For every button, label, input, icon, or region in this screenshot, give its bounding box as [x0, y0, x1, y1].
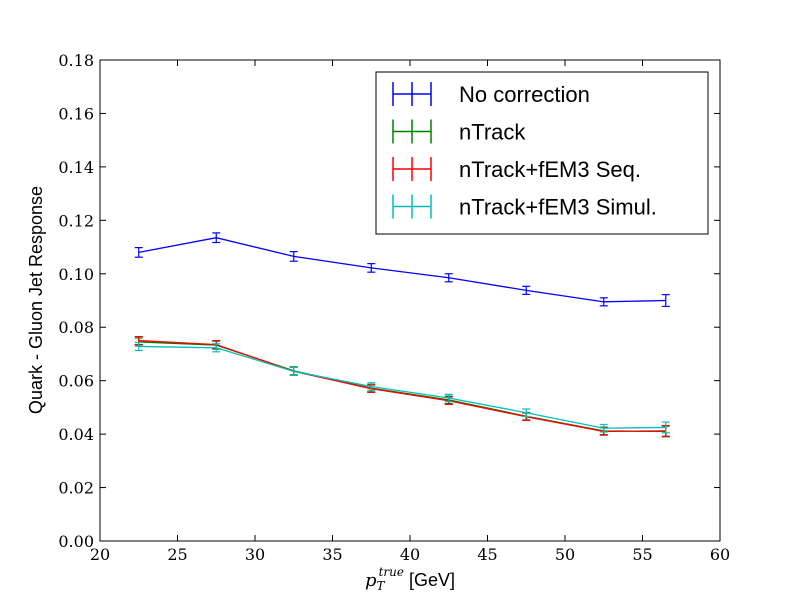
- x-tick-label: 30: [245, 545, 265, 564]
- series-line: [138, 339, 666, 433]
- x-tick-label: 60: [710, 545, 730, 564]
- series-group: [134, 232, 670, 307]
- y-tick-label: 0.00: [58, 532, 94, 551]
- x-tick-label: 45: [477, 545, 497, 564]
- legend-label: nTrack+fEM3 Seq.: [459, 157, 641, 182]
- ticks-layer: 20 25 30 35 40 45 50 55 60 0.00 0.02 0.04 0.06 0.08 0.…: [58, 51, 730, 564]
- x-axis-label-prefix: p: [365, 570, 377, 591]
- x-tick-label: 50: [555, 545, 575, 564]
- y-tick-label: 0.10: [58, 265, 94, 284]
- series-line: [138, 345, 666, 429]
- y-tick-label: 0.02: [58, 479, 94, 498]
- legend-label: nTrack+fEM3 Simul.: [459, 195, 657, 220]
- x-tick-label: 40: [400, 545, 420, 564]
- series-line: [138, 237, 666, 303]
- y-tick-label: 0.08: [58, 318, 94, 337]
- y-tick-label: 0.16: [58, 104, 94, 123]
- x-tick-label: 20: [90, 545, 110, 564]
- y-tick-label: 0.18: [58, 51, 94, 70]
- legend-label: No correction: [459, 82, 590, 107]
- x-tick-label: 35: [322, 545, 342, 564]
- legend: No correction nTrack nTrack+fEM3 Seq. nTrac…: [375, 71, 709, 235]
- x-axis-label: pTtrue [GeV]: [365, 565, 455, 593]
- y-tick-label: 0.06: [58, 372, 94, 391]
- y-axis-label: Quark - Gluon Jet Response: [26, 186, 46, 414]
- y-tick-label: 0.04: [58, 425, 94, 444]
- y-tick-label: 0.12: [58, 211, 94, 230]
- x-tick-label: 25: [167, 545, 187, 564]
- x-axis-label-sup: true: [379, 565, 404, 579]
- x-axis-label-suffix: [GeV]: [404, 570, 455, 590]
- series-layer: [134, 232, 670, 438]
- series-group: [134, 341, 670, 434]
- x-tick-label: 55: [632, 545, 652, 564]
- legend-label: nTrack: [459, 120, 526, 145]
- y-tick-label: 0.14: [58, 158, 94, 177]
- x-axis-label-sub: T: [377, 579, 386, 593]
